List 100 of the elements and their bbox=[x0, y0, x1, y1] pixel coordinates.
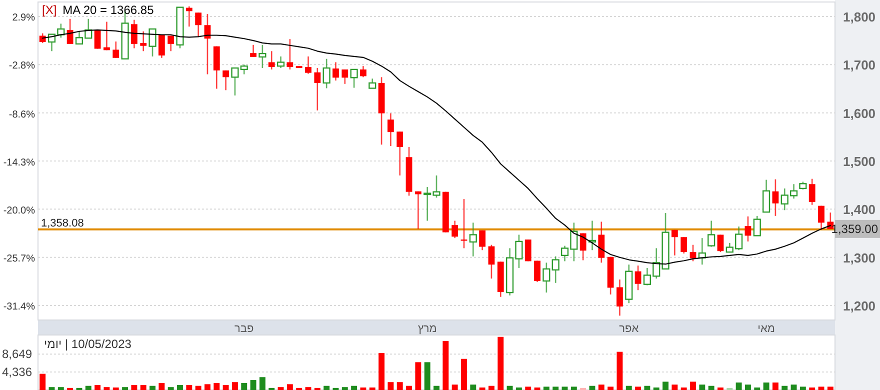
bar bbox=[214, 382, 220, 390]
bar bbox=[305, 387, 312, 390]
bar bbox=[763, 382, 770, 390]
bar bbox=[150, 386, 156, 390]
candlestick bbox=[717, 234, 724, 253]
y-tick-label: 8,649 bbox=[2, 347, 32, 362]
bar bbox=[232, 382, 238, 390]
candlestick bbox=[222, 70, 229, 91]
bar bbox=[40, 374, 46, 390]
bar bbox=[644, 386, 650, 390]
bar bbox=[818, 386, 824, 390]
bar bbox=[525, 386, 532, 390]
candlestick bbox=[112, 40, 120, 59]
bar bbox=[131, 385, 138, 390]
x-tick-label: מרץ bbox=[418, 323, 437, 335]
bar bbox=[104, 387, 110, 390]
bar bbox=[598, 384, 604, 390]
bar bbox=[662, 382, 668, 390]
bar bbox=[699, 384, 706, 390]
candlestick bbox=[332, 62, 339, 82]
candlestick bbox=[708, 220, 716, 248]
bar bbox=[259, 377, 266, 390]
candlestick bbox=[396, 130, 404, 176]
candlestick bbox=[158, 34, 165, 59]
candlestick bbox=[350, 68, 358, 88]
bar bbox=[562, 386, 568, 390]
candlestick bbox=[186, 6, 192, 28]
bar bbox=[140, 385, 146, 390]
bar bbox=[708, 386, 714, 390]
y-tick-label: 1,700 bbox=[843, 58, 876, 73]
bar bbox=[570, 386, 577, 390]
bar bbox=[790, 384, 797, 390]
candlestick bbox=[452, 220, 458, 239]
candlestick bbox=[314, 67, 321, 112]
bar bbox=[378, 353, 385, 390]
candlestick bbox=[488, 244, 495, 280]
bar bbox=[241, 382, 248, 390]
bar bbox=[736, 382, 742, 390]
bar bbox=[616, 352, 623, 390]
candlestick bbox=[552, 256, 560, 284]
bar bbox=[278, 387, 284, 390]
candlestick bbox=[680, 236, 688, 254]
candlestick bbox=[808, 178, 816, 206]
candlestick bbox=[534, 260, 540, 283]
bar bbox=[424, 362, 430, 390]
bar bbox=[204, 384, 210, 390]
y2-tick-label: -25.7% bbox=[3, 254, 36, 265]
y-tick-label: 1,800 bbox=[843, 9, 876, 24]
bar bbox=[782, 386, 788, 390]
candlestick bbox=[258, 44, 266, 69]
candlestick bbox=[276, 56, 285, 69]
bar bbox=[461, 358, 467, 390]
y2-tick-label: -31.4% bbox=[3, 302, 36, 313]
candlestick bbox=[305, 56, 312, 74]
bar bbox=[827, 386, 834, 390]
candlestick bbox=[130, 19, 138, 49]
bar bbox=[552, 386, 559, 390]
bar bbox=[635, 386, 642, 390]
bar bbox=[168, 387, 174, 390]
y-tick-label: 1,300 bbox=[843, 250, 876, 266]
bar bbox=[222, 385, 229, 390]
candlestick bbox=[744, 216, 752, 242]
bar bbox=[324, 386, 330, 390]
candlestick bbox=[616, 278, 623, 316]
series-label: MA 20 = 1366.85 bbox=[62, 3, 154, 17]
candlestick bbox=[753, 215, 761, 236]
candlestick bbox=[168, 35, 174, 52]
candlestick bbox=[39, 32, 46, 44]
candlestick bbox=[286, 38, 294, 70]
bar bbox=[442, 341, 449, 390]
annotation: 1,359.00 bbox=[831, 222, 878, 236]
candlestick bbox=[690, 244, 696, 262]
bar bbox=[690, 382, 696, 390]
bar bbox=[195, 386, 202, 390]
bar bbox=[470, 384, 476, 390]
candlestick bbox=[818, 205, 824, 231]
bar bbox=[772, 382, 778, 390]
bar bbox=[543, 386, 550, 390]
bar bbox=[744, 384, 751, 390]
candlestick bbox=[268, 50, 275, 70]
x-tick-label: אפר bbox=[619, 323, 639, 335]
bar bbox=[286, 384, 293, 390]
bar bbox=[351, 386, 358, 390]
y-tick-label: 1,200 bbox=[843, 298, 876, 314]
bar bbox=[434, 386, 440, 390]
candlestick bbox=[360, 65, 366, 78]
candlestick bbox=[671, 229, 678, 256]
candlestick bbox=[598, 221, 605, 264]
bar bbox=[498, 336, 504, 390]
y2-tick-label: -14.3% bbox=[3, 157, 36, 168]
bar bbox=[48, 387, 55, 390]
bar bbox=[415, 362, 422, 390]
candlestick bbox=[524, 238, 532, 262]
bar bbox=[158, 382, 165, 390]
candlestick bbox=[322, 58, 330, 89]
candlestick bbox=[772, 178, 779, 217]
y-tick-label: 1,500 bbox=[843, 154, 876, 169]
bar bbox=[186, 385, 192, 390]
candlestick bbox=[387, 112, 394, 147]
candlestick bbox=[140, 30, 147, 52]
